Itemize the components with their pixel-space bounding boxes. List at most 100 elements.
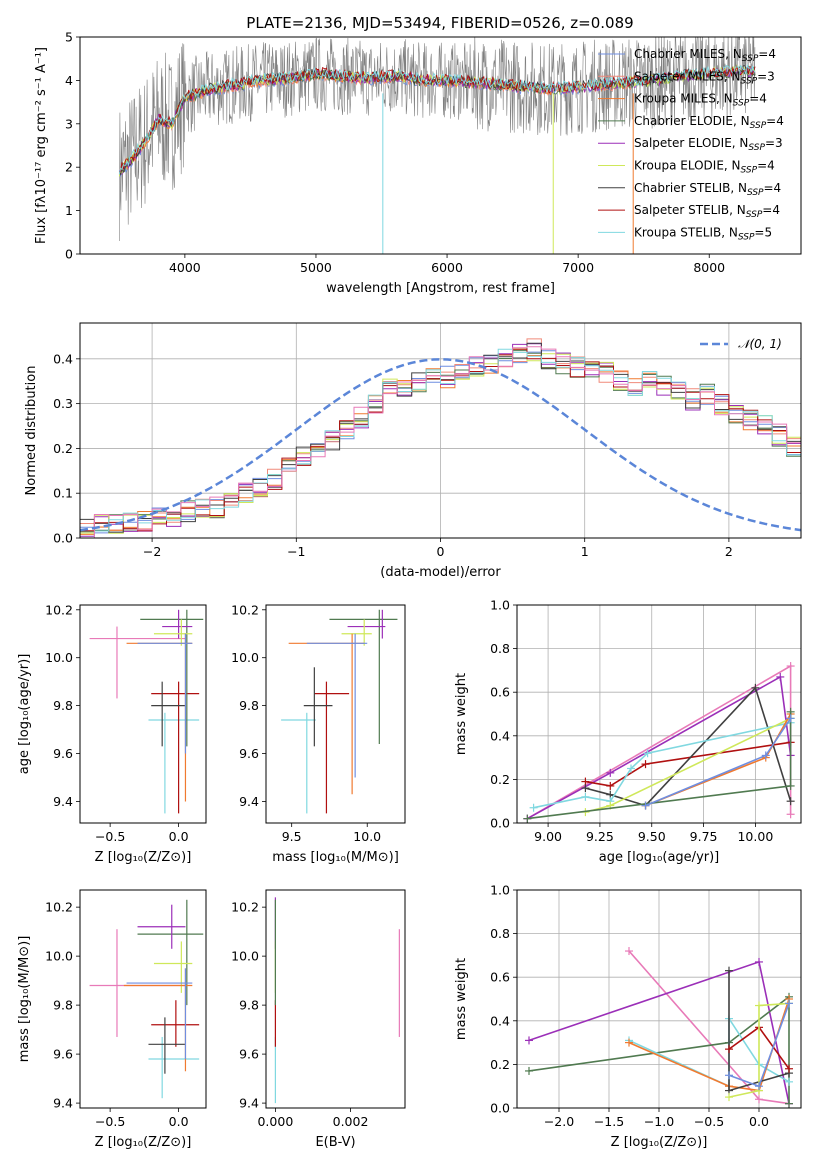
- y-axis-label: Normed distribution: [24, 366, 39, 496]
- legend-count: =5: [754, 225, 772, 239]
- x-tick-label: 10.00: [737, 829, 773, 844]
- legend-entry: Kroupa STELIB, NSSP=5: [634, 225, 772, 242]
- weight-series: [526, 664, 792, 820]
- y-tick-label: 0.0: [490, 816, 510, 831]
- x-tick-label: −1.0: [644, 1114, 674, 1129]
- x-axis-label: Z [log₁₀(Z/Z⊙)]: [611, 1135, 708, 1150]
- legend-subscript: SSP: [741, 76, 758, 86]
- x-axis-label: Z [log₁₀(Z/Z⊙)]: [95, 850, 192, 865]
- legend-label: Chabrier STELIB, N: [634, 181, 747, 195]
- x-tick-label: 4000: [169, 260, 201, 275]
- legend-entry: Chabrier MILES, NSSP=4: [634, 47, 776, 64]
- y-tick-label: 0.8: [490, 926, 510, 941]
- y-tick-label: 0.6: [490, 685, 510, 700]
- histogram-series: [80, 348, 801, 538]
- y-tick-label: 1.0: [490, 883, 510, 898]
- figure-title: PLATE=2136, MJD=53494, FIBERID=0526, z=0…: [246, 14, 633, 32]
- y-tick-label: 1: [65, 203, 73, 218]
- y-axis-label: mass weight: [454, 673, 469, 755]
- histogram-series: [80, 350, 801, 538]
- x-tick-label: 2: [725, 544, 733, 559]
- x-axis-label: Z [log₁₀(Z/Z⊙)]: [95, 1135, 192, 1150]
- legend-subscript: SSP: [742, 54, 759, 64]
- axes-spectrum: 4000 5000 6000 7000 8000 0 1 2 3 4 5 wavelength [An…: [34, 30, 802, 296]
- axes-age-vs-Z: −0.5 0.0 9.4 9.6 9.8 10.0 10.2 Z [log₁₀(Z/Z⊙)] a…: [17, 602, 207, 865]
- x-tick-label: −0.5: [95, 1114, 125, 1129]
- legend-subscript: SSP: [738, 232, 755, 242]
- y-tick-label: 10.2: [231, 900, 259, 915]
- legend-label: Salpeter ELODIE, N: [634, 136, 748, 150]
- axes-mass-vs-Z: −0.5 0.0 9.4 9.6 9.8 10.0 10.2 Z [log₁₀(Z/Z⊙)] m…: [17, 889, 207, 1150]
- axes-mass-vs-EBV: 0.000 0.002 9.4 9.6 9.8 10.0 10.2 E(B-V): [231, 889, 406, 1150]
- legend-count: =4: [757, 159, 775, 173]
- x-tick-label: 10.0: [353, 829, 381, 844]
- y-tick-label: 9.8: [239, 998, 259, 1013]
- x-tick-label: 0.0: [169, 829, 189, 844]
- weight-series: [533, 721, 791, 809]
- legend-label: Salpeter MILES, N: [634, 69, 741, 83]
- plot-frame: [79, 604, 207, 824]
- histogram-series: [80, 338, 801, 538]
- histogram-series: [80, 348, 801, 538]
- y-axis-label: Flux [fλ10⁻¹⁷ erg cm⁻² s⁻¹ A⁻¹]: [34, 47, 49, 244]
- x-tick-label: −1.5: [594, 1114, 624, 1129]
- y-tick-label: 9.4: [239, 1096, 259, 1111]
- legend-label: Kroupa ELODIE, N: [634, 159, 741, 173]
- legend-subscript: SSP: [747, 188, 764, 198]
- weight-series: [527, 711, 792, 820]
- x-tick-label: −0.5: [694, 1114, 724, 1129]
- y-tick-label: 9.4: [239, 794, 259, 809]
- y-tick-label: 0.6: [490, 970, 510, 985]
- histogram-series: [80, 343, 801, 538]
- plot-frame: [265, 604, 406, 824]
- legend-label: Kroupa STELIB, N: [634, 225, 738, 239]
- y-tick-label: 0.2: [490, 772, 510, 787]
- y-tick-label: 0.1: [53, 486, 73, 501]
- y-tick-label: 9.4: [53, 794, 73, 809]
- x-tick-label: 8000: [693, 260, 725, 275]
- x-tick-label: −1: [287, 544, 305, 559]
- legend-count: =4: [749, 92, 767, 106]
- weight-lines: [525, 947, 793, 1108]
- legend-count: =4: [764, 181, 782, 195]
- x-tick-label: 0.0: [749, 1114, 769, 1129]
- y-tick-label: 0.4: [490, 728, 510, 743]
- legend-count: =4: [762, 203, 780, 217]
- legend-entry: Chabrier ELODIE, NSSP=4: [634, 114, 784, 131]
- x-axis-label: wavelength [Angstrom, rest frame]: [326, 281, 555, 296]
- y-tick-label: 0.0: [490, 1101, 510, 1116]
- y-tick-label: 9.6: [53, 1047, 73, 1062]
- plot-frame: [79, 322, 802, 539]
- errorbars: [89, 899, 204, 1099]
- y-tick-label: 10.2: [45, 900, 73, 915]
- x-tick-label: 5000: [300, 260, 332, 275]
- legend-label: Chabrier ELODIE, N: [634, 114, 750, 128]
- y-tick-label: 9.6: [239, 746, 259, 761]
- axes-age-vs-mass: 9.5 10.0 9.4 9.6 9.8 10.0 10.2 mass [log₁₀(M/M⊙…: [231, 602, 406, 865]
- model-spectrum: [118, 63, 756, 175]
- y-tick-label: 9.8: [53, 698, 73, 713]
- y-axis-label: mass [log₁₀(M/M⊙)]: [17, 936, 32, 1063]
- y-tick-label: 0: [65, 247, 73, 262]
- y-tick-label: 5: [65, 30, 73, 45]
- x-tick-label: 9.5: [282, 829, 302, 844]
- plot-frame: [79, 889, 207, 1109]
- y-tick-label: 10.2: [45, 602, 73, 617]
- y-tick-label: 0.3: [53, 396, 73, 411]
- plot-frame: [516, 889, 802, 1109]
- legend-count: =4: [758, 47, 776, 61]
- legend-label: Chabrier MILES, N: [634, 47, 742, 61]
- axes-residuals: −2 −1 0 1 2 0.0 0.1 0.2 0.3 0.4 (data-model)/error…: [24, 322, 802, 580]
- legend-entry: Kroupa MILES, NSSP=4: [634, 92, 767, 109]
- legend-count: =3: [757, 69, 775, 83]
- x-axis-label: E(B-V): [315, 1135, 355, 1150]
- x-tick-label: 0.0: [169, 1114, 189, 1129]
- x-axis-label: mass [log₁₀(M/M⊙)]: [272, 850, 399, 865]
- axes-mass-weight-vs-Z: −2.0 −1.5 −1.0 −0.5 0.0 0.0 0.2 0.4 0.6 0.8 1.0 Z […: [454, 883, 802, 1150]
- x-tick-label: 7000: [562, 260, 594, 275]
- x-tick-label: 1: [581, 544, 589, 559]
- histogram-series: [80, 346, 801, 538]
- legend-label: Salpeter STELIB, N: [634, 203, 746, 217]
- x-tick-label: −2.0: [544, 1114, 574, 1129]
